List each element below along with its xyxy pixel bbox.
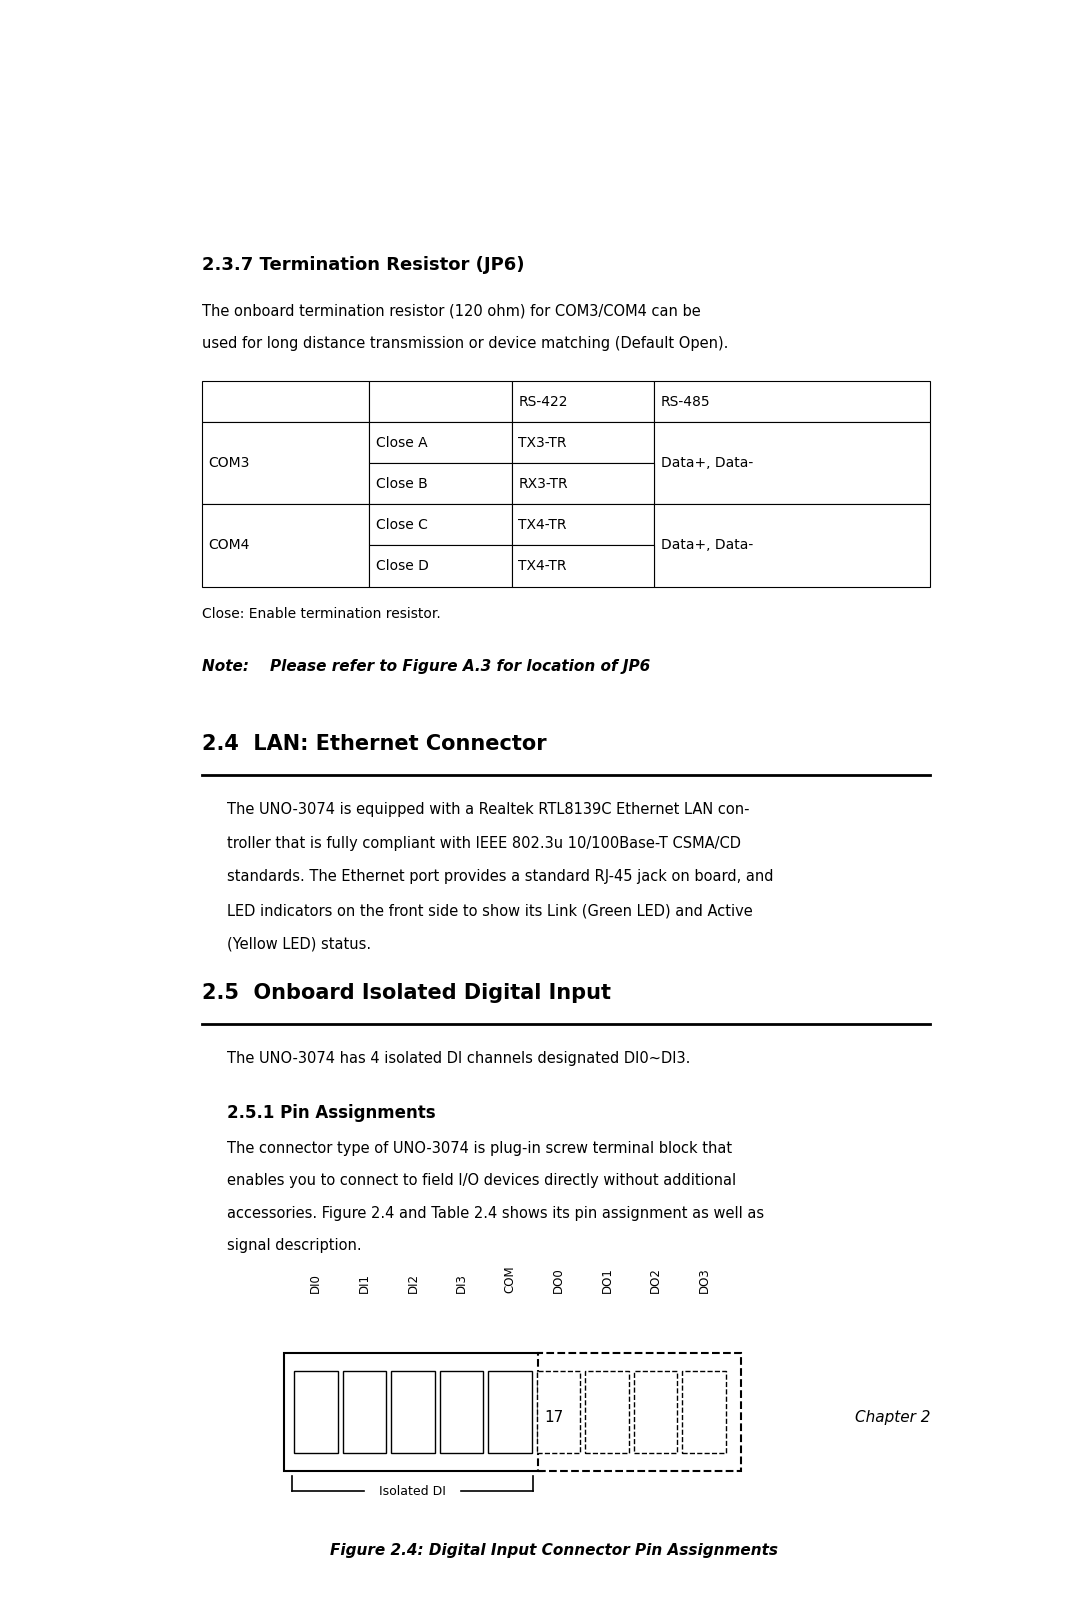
Text: standards. The Ethernet port provides a standard RJ-45 jack on board, and: standards. The Ethernet port provides a …: [227, 869, 773, 885]
Bar: [538, 1353, 741, 1471]
Text: used for long distance transmission or device matching (Default Open).: used for long distance transmission or d…: [202, 337, 728, 351]
Text: Data+, Data-: Data+, Data-: [661, 456, 753, 471]
Bar: [369, 545, 512, 587]
Text: DI0: DI0: [309, 1273, 322, 1293]
Text: DO3: DO3: [698, 1267, 711, 1293]
Text: RX3-TR: RX3-TR: [518, 477, 568, 490]
Text: DO2: DO2: [649, 1267, 662, 1293]
Text: Close A: Close A: [376, 435, 428, 450]
Bar: [342, 1370, 387, 1453]
Text: accessories. Figure 2.4 and Table 2.4 shows its pin assignment as well as: accessories. Figure 2.4 and Table 2.4 sh…: [227, 1205, 765, 1222]
Text: Data+, Data-: Data+, Data-: [661, 539, 753, 552]
Text: enables you to connect to field I/O devices directly without additional: enables you to connect to field I/O devi…: [227, 1173, 737, 1188]
Text: LED indicators on the front side to show its Link (Green LED) and Active: LED indicators on the front side to show…: [227, 903, 753, 917]
Bar: [369, 422, 512, 463]
Text: RS-485: RS-485: [661, 395, 711, 409]
Text: (Yellow LED) status.: (Yellow LED) status.: [227, 937, 372, 951]
Text: 2.4  LAN: Ethernet Connector: 2.4 LAN: Ethernet Connector: [202, 733, 546, 754]
Text: COM3: COM3: [208, 456, 251, 471]
Text: COM: COM: [503, 1265, 516, 1293]
Text: 2.5.1 Pin Assignments: 2.5.1 Pin Assignments: [227, 1103, 435, 1121]
Text: Close: Enable termination resistor.: Close: Enable termination resistor.: [202, 607, 441, 621]
Text: Close C: Close C: [376, 518, 428, 532]
Bar: [512, 422, 654, 463]
Bar: [202, 422, 369, 505]
Bar: [369, 505, 512, 545]
Text: Close D: Close D: [376, 560, 429, 573]
Text: DO0: DO0: [552, 1267, 565, 1293]
Bar: [202, 382, 369, 422]
Text: Isolated DI: Isolated DI: [379, 1485, 446, 1498]
Bar: [634, 1370, 677, 1453]
Text: Note:    Please refer to Figure A.3 for location of JP6: Note: Please refer to Figure A.3 for loc…: [202, 659, 650, 673]
Bar: [683, 1370, 726, 1453]
Text: TX3-TR: TX3-TR: [518, 435, 567, 450]
Text: DI1: DI1: [357, 1273, 370, 1293]
Text: TX4-TR: TX4-TR: [518, 518, 567, 532]
Bar: [440, 1370, 483, 1453]
Bar: [653, 505, 930, 587]
Text: The UNO-3074 has 4 isolated DI channels designated DI0~DI3.: The UNO-3074 has 4 isolated DI channels …: [227, 1052, 690, 1066]
Bar: [512, 505, 654, 545]
Text: The UNO-3074 is equipped with a Realtek RTL8139C Ethernet LAN con-: The UNO-3074 is equipped with a Realtek …: [227, 803, 750, 817]
Bar: [202, 505, 369, 587]
Bar: [653, 382, 930, 422]
Text: Close B: Close B: [376, 477, 428, 490]
Text: 2.3.7 Termination Resistor (JP6): 2.3.7 Termination Resistor (JP6): [202, 257, 525, 275]
Text: 17: 17: [544, 1411, 563, 1425]
Text: DI3: DI3: [455, 1273, 468, 1293]
Text: The onboard termination resistor (120 ohm) for COM3/COM4 can be: The onboard termination resistor (120 oh…: [202, 304, 701, 319]
Text: DI2: DI2: [406, 1273, 419, 1293]
Text: RS-422: RS-422: [518, 395, 568, 409]
Text: DO1: DO1: [600, 1267, 613, 1293]
Bar: [512, 545, 654, 587]
Bar: [369, 382, 512, 422]
Text: COM4: COM4: [208, 539, 251, 552]
Text: 2.5  Onboard Isolated Digital Input: 2.5 Onboard Isolated Digital Input: [202, 982, 611, 1003]
Bar: [369, 463, 512, 505]
Bar: [284, 1353, 542, 1471]
Text: TX4-TR: TX4-TR: [518, 560, 567, 573]
Bar: [488, 1370, 531, 1453]
Text: troller that is fully compliant with IEEE 802.3u 10/100Base-T CSMA/CD: troller that is fully compliant with IEE…: [227, 837, 741, 851]
Bar: [585, 1370, 629, 1453]
Text: Figure 2.4: Digital Input Connector Pin Assignments: Figure 2.4: Digital Input Connector Pin …: [329, 1544, 778, 1558]
Bar: [294, 1370, 338, 1453]
Text: Chapter 2: Chapter 2: [854, 1411, 930, 1425]
Text: The connector type of UNO-3074 is plug-in screw terminal block that: The connector type of UNO-3074 is plug-i…: [227, 1141, 732, 1155]
Text: signal description.: signal description.: [227, 1238, 362, 1254]
Bar: [537, 1370, 580, 1453]
Bar: [391, 1370, 434, 1453]
Bar: [512, 382, 654, 422]
Bar: [512, 463, 654, 505]
Bar: [653, 422, 930, 505]
